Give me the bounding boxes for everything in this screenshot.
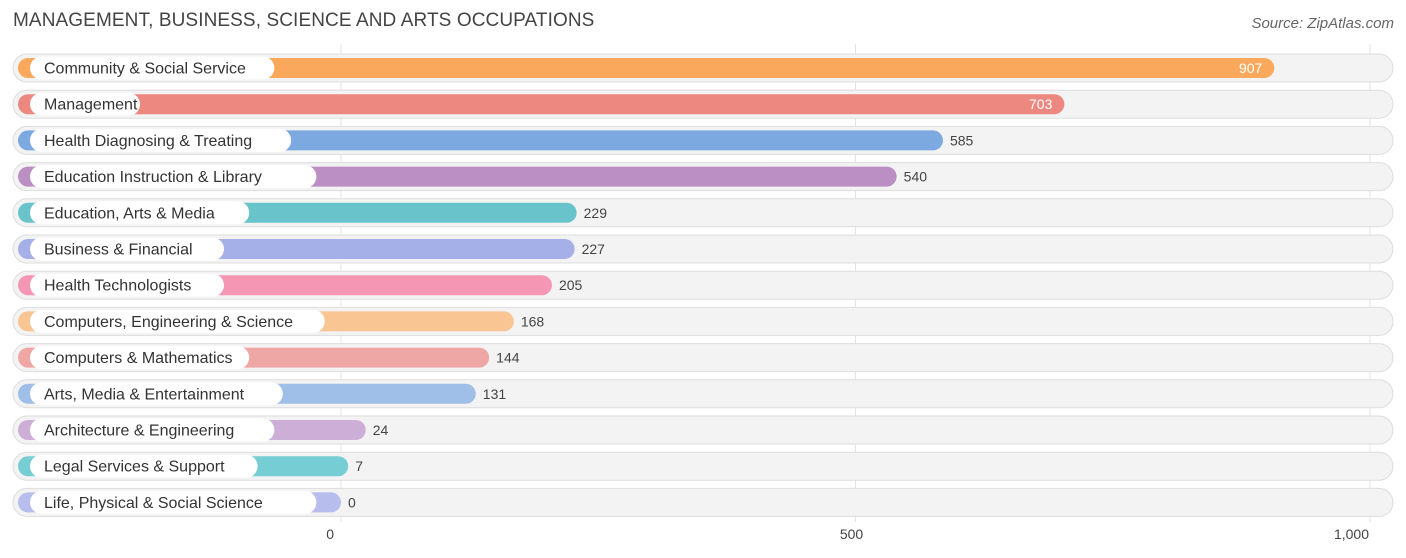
category-label-pill [30,128,292,152]
category-label-pill [30,201,250,225]
category-label-pill [30,309,325,333]
bar-row: Computers & Mathematics 144 [12,343,1394,373]
category-label: Education, Arts & Media [44,205,215,222]
category-label-pill [30,490,317,514]
chart-title: MANAGEMENT, BUSINESS, SCIENCE AND ARTS O… [13,10,595,31]
chart-source: Source: ZipAtlas.com [1251,15,1394,32]
category-label-pill [30,56,275,80]
bar-row: Business & Financial 227 [12,234,1394,264]
value-label: 229 [584,205,608,221]
category-label: Computers, Engineering & Science [44,314,293,331]
value-label: 131 [483,386,507,402]
category-label: Arts, Media & Entertainment [44,386,245,403]
value-label: 540 [904,169,928,185]
value-label: 7 [355,458,363,474]
bar-row: Life, Physical & Social Science 0 [12,487,1394,517]
category-label-pill [30,92,140,116]
category-label: Health Technologists [44,278,191,295]
category-label: Architecture & Engineering [44,423,234,440]
bar-row: Health Technologists 205 [12,270,1394,300]
category-label-pill [30,165,317,189]
bar-row: Computers, Engineering & Science 168 [12,306,1394,336]
bar-rows: Community & Social Service 907 Management 7… [12,53,1394,517]
category-label-pill [30,418,275,442]
category-label: Management [44,97,138,114]
category-label: Community & Social Service [44,61,246,78]
category-label: Health Diagnosing & Treating [44,133,252,150]
category-label: Business & Financial [44,242,193,259]
value-label: 24 [373,422,389,438]
row-background [12,487,1394,517]
category-label: Legal Services & Support [44,459,225,476]
category-label-pill [30,382,283,406]
category-label: Education Instruction & Library [44,169,262,186]
value-label: 907 [1239,60,1263,76]
value-label: 144 [496,350,520,366]
value-label: 703 [1029,96,1053,112]
value-label: 168 [521,313,545,329]
bar-row: Legal Services & Support 7 [12,451,1394,481]
x-tick-label: 0 [326,526,334,542]
bar-row: Community & Social Service 907 [12,53,1394,83]
x-axis-ticks: 0 500 1,000 [326,526,1369,542]
value-label: 0 [348,494,356,510]
category-label-pill [30,454,258,478]
bar-row: Architecture & Engineering 24 [12,415,1394,445]
category-label-pill [30,273,224,297]
x-tick-label: 500 [840,526,864,542]
value-label: 205 [559,277,583,293]
bar-row: Arts, Media & Entertainment 131 [12,379,1394,409]
category-label: Life, Physical & Social Science [44,495,263,512]
bar-row: Health Diagnosing & Treating 585 [12,125,1394,155]
bar-row: Education Instruction & Library 540 [12,162,1394,192]
bar-row: Education, Arts & Media 229 [12,198,1394,228]
bar [18,94,1065,115]
category-label: Computers & Mathematics [44,350,233,367]
value-label: 227 [582,241,606,257]
value-label: 585 [950,132,974,148]
bar-row: Management 703 [12,89,1394,119]
x-tick-label: 1,000 [1334,526,1369,542]
row-background [12,451,1394,481]
category-label-pill [30,346,250,370]
category-label-pill [30,237,224,261]
bar [18,58,1275,78]
